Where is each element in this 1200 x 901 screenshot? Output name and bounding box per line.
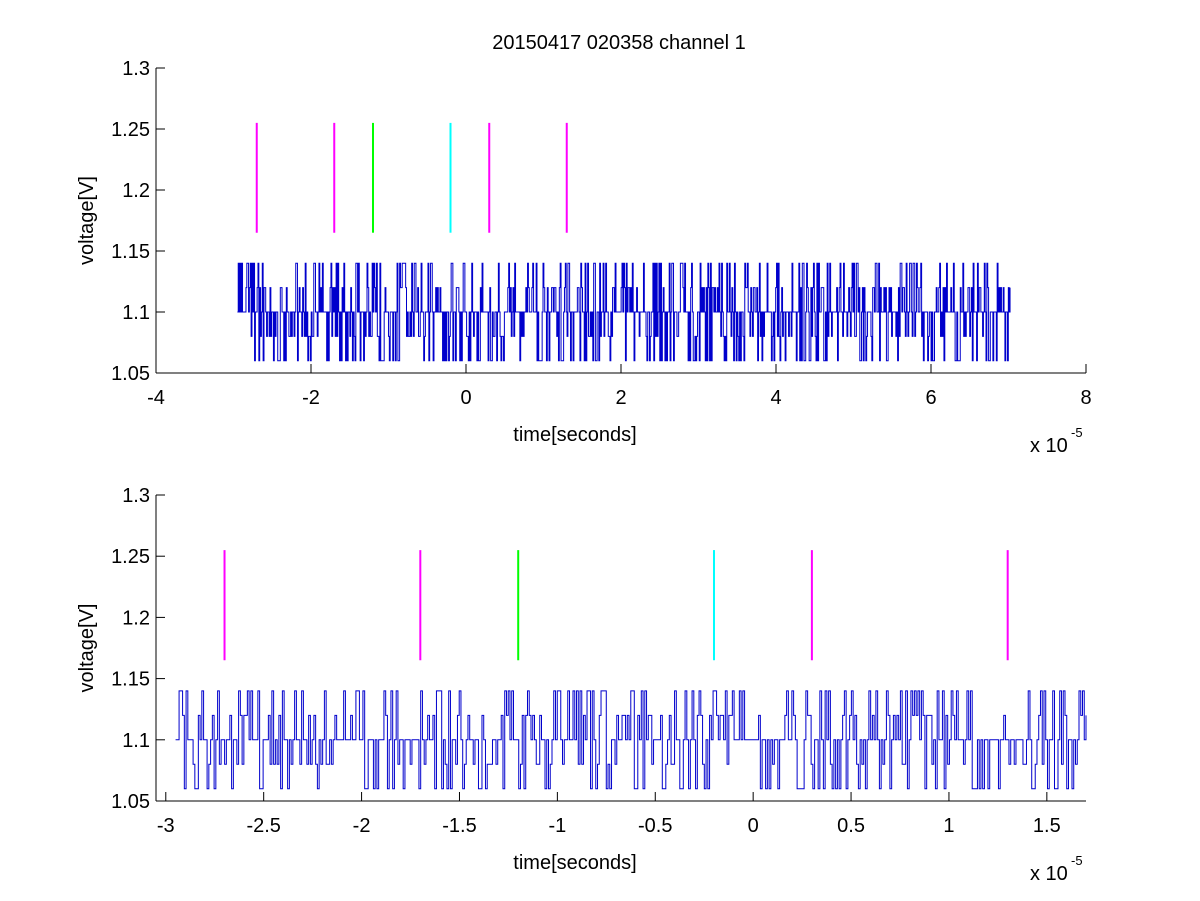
y-tick-label: 1.1 <box>122 730 150 752</box>
x-tick-label: -1.5 <box>442 815 476 837</box>
x-multiplier-label: x 10 <box>1030 435 1068 457</box>
x-tick-label: 0 <box>748 815 759 837</box>
y-tick-label: 1.2 <box>122 180 150 202</box>
signal-trace <box>175 690 1087 790</box>
x-tick-label: 0 <box>460 387 471 409</box>
signal-trace <box>237 262 1011 362</box>
x-tick-label: -3 <box>157 815 175 837</box>
x-tick-label: 1.5 <box>1033 815 1061 837</box>
y-tick-label: 1.15 <box>111 241 150 263</box>
y-tick-label: 1.3 <box>122 485 150 507</box>
x-tick-label: -2 <box>353 815 371 837</box>
axes-bottom: -3 -2.5 -2 -1.5 -1 -0.5 0 0.5 1 1.5 1.05 1.1 1.15 1.2… <box>76 485 1087 885</box>
figure-title: 20150417 020358 channel 1 <box>492 32 746 54</box>
x-tick-label: 0.5 <box>837 815 865 837</box>
y-tick-label: 1.05 <box>111 363 150 385</box>
y-tick-label: 1.3 <box>122 58 150 80</box>
x-multiplier-exponent: -5 <box>1071 853 1083 868</box>
y-tick-label: 1.25 <box>111 119 150 141</box>
x-tick-label: -0.5 <box>638 815 672 837</box>
x-axis-label: time[seconds] <box>513 852 636 874</box>
axes-top: -4 -2 0 2 4 6 8 1.05 1.1 1.15 1.2 1.25 1.3 time[secon… <box>76 58 1092 457</box>
x-tick-label: 4 <box>770 387 781 409</box>
x-tick-label: 1 <box>943 815 954 837</box>
x-tick-label: 8 <box>1080 387 1091 409</box>
y-tick-label: 1.15 <box>111 669 150 691</box>
x-tick-label: -4 <box>147 387 165 409</box>
x-tick-label: -1 <box>548 815 566 837</box>
x-tick-label: 6 <box>925 387 936 409</box>
y-axis-label: voltage[V] <box>76 176 98 265</box>
y-tick-label: 1.1 <box>122 302 150 324</box>
y-axis-label: voltage[V] <box>76 604 98 693</box>
x-multiplier-label: x 10 <box>1030 863 1068 885</box>
x-tick-label: -2 <box>302 387 320 409</box>
x-tick-label: 2 <box>615 387 626 409</box>
x-multiplier-exponent: -5 <box>1071 425 1083 440</box>
x-axis-label: time[seconds] <box>513 424 636 446</box>
y-tick-label: 1.25 <box>111 546 150 568</box>
y-tick-label: 1.05 <box>111 791 150 813</box>
x-tick-label: -2.5 <box>246 815 280 837</box>
y-tick-label: 1.2 <box>122 607 150 629</box>
